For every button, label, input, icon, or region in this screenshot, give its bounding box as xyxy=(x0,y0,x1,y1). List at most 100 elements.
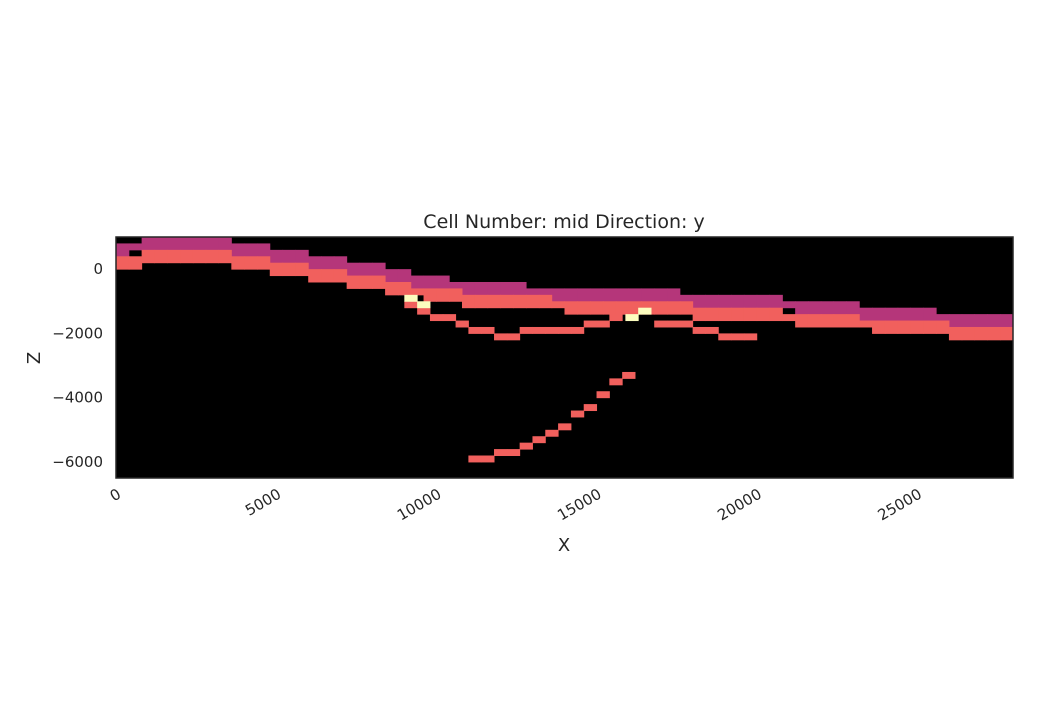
layer-1-cell xyxy=(936,320,950,334)
layer-1-cell xyxy=(256,256,271,270)
layer-0-cell xyxy=(551,288,565,302)
plot-background xyxy=(116,237,1013,478)
layer-4-cell xyxy=(570,410,585,418)
layer-1-cell xyxy=(461,294,476,309)
layer-1-cell xyxy=(474,294,489,309)
layer-4-cell xyxy=(532,436,546,444)
layer-1-cell xyxy=(1000,326,1013,341)
layer-0-cell xyxy=(244,243,258,257)
layer-1-cell xyxy=(551,301,565,309)
layer-0-cell xyxy=(154,237,168,251)
layer-1-cell xyxy=(833,314,847,328)
layer-0-cell xyxy=(180,237,194,251)
layer-2-cell xyxy=(609,314,623,322)
layer-2-cell xyxy=(532,326,546,334)
layer-2-cell xyxy=(429,314,444,322)
layer-0-cell xyxy=(269,249,284,264)
layer-0-cell xyxy=(602,288,617,302)
layer-3-cell xyxy=(654,320,668,328)
layer-0-cell xyxy=(590,288,604,302)
layer-0-cell xyxy=(564,288,578,302)
layer-1-cell xyxy=(807,314,822,328)
layer-0-cell xyxy=(372,262,386,277)
layer-1-cell xyxy=(321,269,335,283)
layer-4-cell xyxy=(494,449,508,457)
layer-0-cell xyxy=(461,281,476,296)
layer-1-cell xyxy=(333,269,348,283)
layer-0-cell xyxy=(628,288,642,302)
layer-1-cell xyxy=(359,275,373,289)
layer-3-cell xyxy=(692,326,706,334)
x-tick-label: 0 xyxy=(107,485,124,505)
layer-4-cell xyxy=(545,429,559,437)
x-tick-label: 20000 xyxy=(714,485,764,524)
section-layers xyxy=(116,237,1013,463)
layer-0-cell xyxy=(743,294,758,309)
layer-1-cell xyxy=(295,262,309,277)
layer-1-cell xyxy=(846,314,860,328)
y-tick-label: −6000 xyxy=(52,453,103,471)
layer-0-cell xyxy=(987,314,1001,328)
layer-0-cell xyxy=(884,307,899,322)
layer-1-cell xyxy=(218,249,232,264)
layer-2-cell xyxy=(494,333,508,341)
layer-4-cell xyxy=(468,455,482,463)
layer-0-cell xyxy=(346,262,360,277)
layer-1-cell xyxy=(897,320,911,334)
layer-1-cell xyxy=(526,294,540,309)
layer-1-cell xyxy=(192,249,207,264)
layer-0-cell xyxy=(231,243,245,257)
layer-1-cell xyxy=(141,249,155,264)
layer-0-cell xyxy=(948,314,963,328)
layer-0-cell xyxy=(974,314,988,328)
layer-0-cell xyxy=(410,275,425,289)
layer-0-cell xyxy=(936,314,950,322)
x-axis-ticks: 0 5000 10000 15000 20000 25000 xyxy=(107,485,925,524)
layer-1-cell xyxy=(820,314,835,328)
layer-1-cell xyxy=(116,256,130,270)
layer-1-cell xyxy=(692,307,706,322)
layer-1-cell xyxy=(436,288,450,302)
layer-4-cell xyxy=(596,391,610,399)
layer-0-cell xyxy=(923,307,937,322)
layer-1-cell xyxy=(782,314,796,322)
layer-0-cell xyxy=(1000,314,1013,328)
layer-0-cell xyxy=(846,301,860,315)
layer-3-cell xyxy=(679,320,694,328)
layer-1-cell xyxy=(308,269,322,283)
layer-4-cell xyxy=(481,455,495,463)
layer-0-cell xyxy=(577,288,591,302)
layer-1-cell xyxy=(372,275,386,289)
layer-2-cell xyxy=(455,320,469,328)
layer-0-cell xyxy=(385,269,399,283)
layer-1-cell xyxy=(269,262,284,277)
layer-1-cell xyxy=(577,301,591,315)
layer-1-cell xyxy=(859,320,873,328)
layer-0-cell xyxy=(872,307,886,322)
layer-1-cell xyxy=(884,320,899,334)
x-tick-label: 5000 xyxy=(242,485,284,520)
layer-0-cell xyxy=(654,288,668,302)
layer-1-cell xyxy=(654,301,668,315)
layer-6-cell xyxy=(625,314,639,322)
layer-0-cell xyxy=(141,237,155,251)
layer-6-cell xyxy=(638,307,652,315)
layer-0-cell xyxy=(782,301,796,309)
layer-1-cell xyxy=(961,326,976,341)
layer-0-cell xyxy=(859,307,873,322)
layer-0-cell xyxy=(769,294,783,309)
layer-0-cell xyxy=(500,281,514,296)
x-axis-label: X xyxy=(558,535,570,556)
layer-1-cell xyxy=(410,288,425,296)
layer-0-cell xyxy=(256,243,271,257)
layer-2-cell xyxy=(442,314,457,322)
layer-1-cell xyxy=(718,307,732,322)
layer-0-cell xyxy=(295,249,309,264)
y-tick-label: −4000 xyxy=(52,389,103,407)
layer-0-cell xyxy=(359,262,373,277)
layer-1-cell xyxy=(974,326,988,341)
layer-2-cell xyxy=(583,320,598,328)
layer-0-cell xyxy=(282,249,296,264)
layer-3-cell xyxy=(731,333,745,341)
layer-1-cell xyxy=(205,249,220,264)
